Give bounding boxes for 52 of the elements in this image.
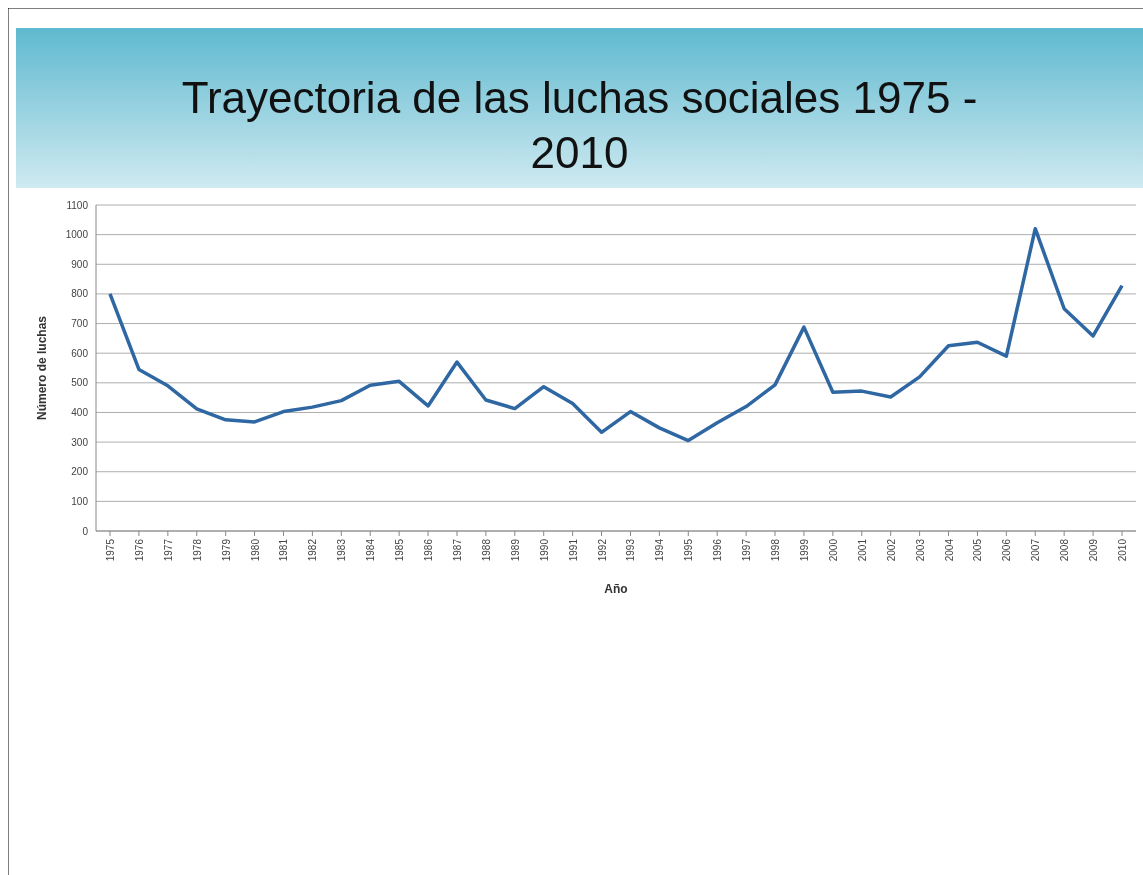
x-tick-label: 1977	[162, 538, 174, 562]
x-tick-label: 2006	[1001, 538, 1013, 562]
x-tick-label: 1993	[625, 538, 637, 562]
chart-title: Trayectoria de las luchas sociales 1975 - 2010	[181, 73, 978, 177]
x-tick-label: 1982	[307, 538, 319, 562]
x-tick-label: 2009	[1088, 538, 1100, 562]
x-tick-label: 1990	[538, 538, 550, 562]
x-tick-label: 1997	[741, 538, 753, 562]
x-tick-label: 2007	[1030, 538, 1042, 562]
x-tick-label: 1983	[336, 538, 348, 562]
x-tick-label: 1999	[798, 538, 810, 562]
x-axis-title: Año	[604, 582, 628, 596]
x-tick-label: 2008	[1059, 538, 1071, 562]
y-tick-label: 800	[71, 288, 89, 300]
y-tick-label: 100	[71, 495, 89, 507]
x-tick-label: 1998	[770, 538, 782, 562]
x-tick-label: 1981	[278, 538, 290, 562]
y-tick-label: 300	[71, 436, 89, 448]
y-tick-label: 600	[71, 347, 89, 359]
x-tick-label: 2001	[856, 538, 868, 562]
x-tick-label: 1992	[596, 538, 608, 562]
x-tick-label: 1979	[220, 538, 232, 562]
x-tick-label: 1988	[480, 538, 492, 562]
x-tick-label: 1994	[654, 538, 666, 562]
y-tick-label: 1000	[65, 229, 89, 241]
x-tick-label: 1996	[712, 538, 724, 562]
x-tick-label: 1984	[365, 538, 377, 562]
x-tick-label: 1980	[249, 538, 261, 562]
line-series	[108, 226, 1124, 443]
x-tick-label: 2005	[972, 538, 984, 562]
x-tick-label: 1975	[105, 538, 116, 562]
x-tick-label: 2010	[1117, 538, 1128, 562]
x-tick-label: 1987	[451, 538, 463, 562]
y-tick-label: 0	[82, 525, 89, 537]
y-tick-label: 500	[71, 377, 89, 389]
x-tick-label: 1976	[133, 538, 145, 562]
y-tick-label: 700	[71, 318, 89, 330]
x-tick-label: 1985	[394, 538, 406, 562]
y-axis-title: Número de luchas	[35, 315, 49, 421]
x-tick-label: 1989	[509, 538, 521, 562]
x-tick-label: 1995	[683, 538, 695, 562]
x-tick-label: 2000	[827, 538, 839, 562]
y-tick-label: 1100	[66, 199, 89, 211]
x-tick-label: 1991	[567, 538, 579, 562]
y-tick-label: 400	[71, 406, 89, 418]
y-tick-label: 200	[71, 466, 89, 478]
x-tick-label: 2004	[943, 538, 955, 562]
x-tick-label: 1986	[423, 538, 435, 562]
x-tick-label: 1978	[191, 538, 203, 562]
y-tick-label: 900	[71, 258, 89, 270]
x-tick-label: 2003	[914, 538, 926, 562]
x-tick-label: 2002	[885, 538, 897, 562]
